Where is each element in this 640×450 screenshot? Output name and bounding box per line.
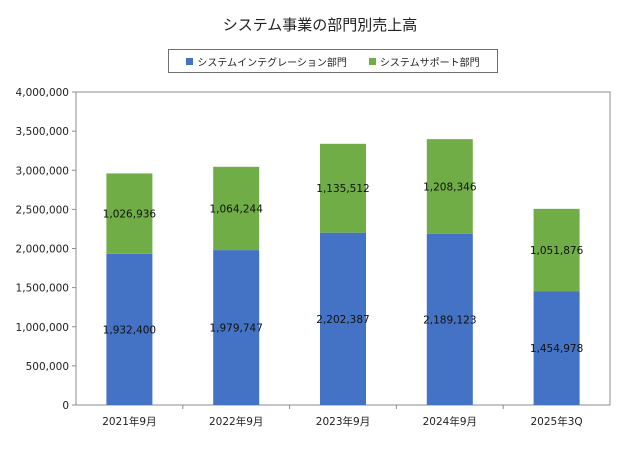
chart-title: システム事業の部門別売上高 xyxy=(222,16,418,34)
data-labels: 1,932,400 1,026,936 1,979,747 1,064,244 2,20… xyxy=(103,181,584,355)
data-label: 1,026,936 xyxy=(103,209,157,221)
y-tick-label: 4,000,000 xyxy=(16,87,69,99)
axes: 0 500,000 1,000,000 1,500,000 2,000,000 2,500… xyxy=(16,87,611,428)
data-label: 1,979,747 xyxy=(209,323,262,335)
x-tick-label: 2023年9月 xyxy=(316,415,370,428)
y-tick-label: 1,000,000 xyxy=(16,322,69,334)
bar-support xyxy=(213,166,260,251)
data-label: 2,202,387 xyxy=(316,314,369,326)
bars xyxy=(106,139,580,405)
data-label: 1,932,400 xyxy=(103,324,156,336)
x-tick-label: 2025年3Q xyxy=(531,415,583,428)
x-tick-label: 2022年9月 xyxy=(209,415,263,428)
y-tick-label: 3,500,000 xyxy=(16,126,69,138)
data-label: 1,051,876 xyxy=(530,245,584,257)
legend-item-support: システムサポート部門 xyxy=(368,54,480,69)
x-tick-label: 2024年9月 xyxy=(423,415,477,428)
bar-si xyxy=(213,250,260,405)
legend-swatch-si xyxy=(186,57,194,65)
bar-support xyxy=(533,208,580,292)
legend-label-si: システムインテグレーション部門 xyxy=(197,57,347,69)
legend: システムインテグレーション部門 システムサポート部門 xyxy=(168,49,498,73)
bar-si xyxy=(426,233,473,405)
y-tick-label: 0 xyxy=(62,400,69,412)
y-tick-label: 500,000 xyxy=(26,361,69,373)
data-label: 2,189,123 xyxy=(423,314,476,326)
bar-si xyxy=(533,291,580,405)
y-tick-label: 3,000,000 xyxy=(16,165,69,177)
data-label: 1,208,346 xyxy=(423,181,477,193)
bar-support xyxy=(106,173,153,254)
y-tick-label: 1,500,000 xyxy=(16,283,69,295)
x-tick-label: 2021年9月 xyxy=(102,415,156,428)
y-tick-label: 2,000,000 xyxy=(16,244,69,256)
bar-si xyxy=(320,232,366,405)
legend-label-support: システムサポート部門 xyxy=(379,57,480,69)
y-tick-label: 2,500,000 xyxy=(16,204,69,216)
bar-support xyxy=(426,139,473,234)
bar-support xyxy=(320,143,366,233)
data-label: 1,454,978 xyxy=(530,343,583,355)
legend-item-si: システムインテグレーション部門 xyxy=(186,54,347,69)
data-label: 1,135,512 xyxy=(316,183,369,195)
bar-si xyxy=(106,253,153,405)
legend-swatch-support xyxy=(368,57,376,65)
data-label: 1,064,244 xyxy=(209,203,263,215)
